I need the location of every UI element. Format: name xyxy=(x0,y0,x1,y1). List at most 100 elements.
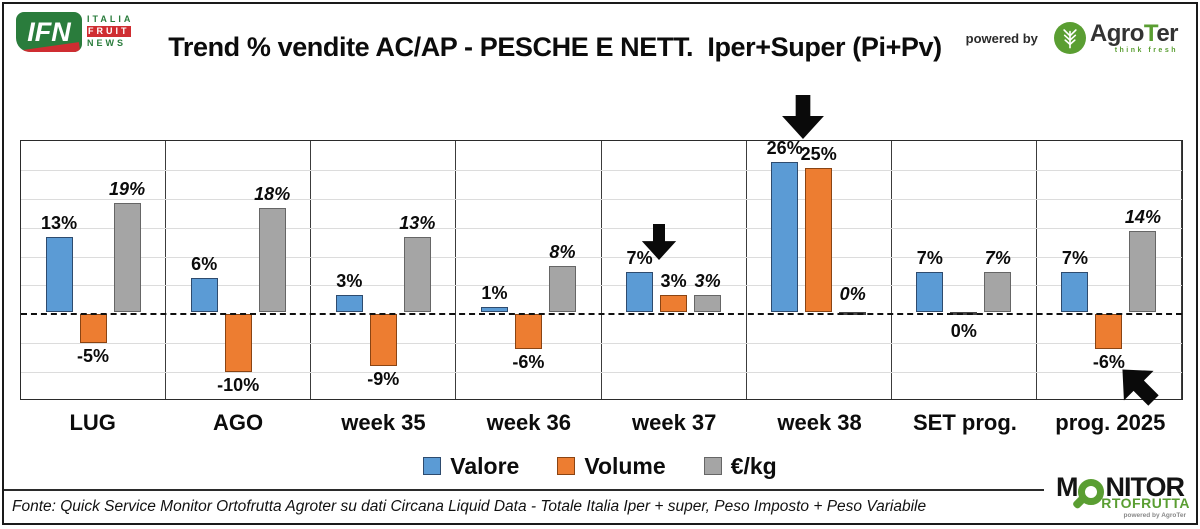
agroter-tree-icon xyxy=(1053,22,1086,54)
gridline xyxy=(21,198,1182,200)
bar-value-label: 3% xyxy=(660,271,687,291)
magnifier-icon xyxy=(1078,479,1105,505)
bar-value-label: -6% xyxy=(512,352,545,372)
category-label: SET prog. xyxy=(912,410,1017,435)
bar-value-label: 25% xyxy=(800,143,837,164)
agroter-tagline: think fresh xyxy=(1114,47,1178,54)
bar-value-label: -10% xyxy=(217,375,260,396)
legend-swatch-valore xyxy=(423,457,442,475)
legend-swatch-kg xyxy=(703,457,722,475)
arrow-up-left-icon xyxy=(1106,353,1170,417)
monitor-wordmark-line1: M NITOR xyxy=(1056,474,1185,505)
legend-swatch-volume xyxy=(557,457,576,475)
bar-value-label: 13% xyxy=(399,213,436,234)
legend-item-valore: Valore xyxy=(423,453,519,480)
arrow-down-icon xyxy=(641,224,677,260)
zero-line xyxy=(21,313,1182,316)
bar-volume xyxy=(224,314,252,373)
bar-value-label: 6% xyxy=(191,253,218,274)
chart: 13% -5% 19% 6% -10% 18% 3% -9% 13% 1% -6% 8% 7% 3% 3% 2… xyxy=(20,95,1183,406)
bar-value-label: 7% xyxy=(916,247,943,268)
bar-valore xyxy=(190,277,218,313)
bar-value-label: 7% xyxy=(626,247,653,268)
bar-value-label: 3% xyxy=(694,271,721,291)
agroter-logo: powered by AgroTer think fresh xyxy=(966,22,1178,54)
bar-value-label: -5% xyxy=(77,346,110,367)
bar-kg xyxy=(258,208,286,313)
panel-6: 26% 25% 0% xyxy=(747,95,892,399)
category-label: LUG xyxy=(69,410,116,435)
arrow-down-icon xyxy=(780,95,826,139)
bar-valore xyxy=(480,306,508,313)
bar-value-label: 19% xyxy=(109,178,146,199)
bar-value-label: 0% xyxy=(839,284,866,305)
agroter-wordmark: AgroTer think fresh xyxy=(1090,22,1179,55)
bar-kg xyxy=(984,271,1012,313)
bar-value-label: 1% xyxy=(481,282,508,303)
gridline xyxy=(21,343,1182,345)
bar-valore xyxy=(771,162,799,313)
bar-value-label: 7% xyxy=(1061,247,1088,268)
monitor-ortofrutta-logo: M NITOR RTOFRUTTA powered by AgroTer xyxy=(1044,441,1196,523)
panel-3: 3% -9% 13% xyxy=(311,141,457,399)
legend-item-kg: €/kg xyxy=(703,452,777,480)
gridline xyxy=(21,372,1182,374)
ifn-acronym: IFN xyxy=(27,16,71,47)
panel-1: 13% -5% 19% xyxy=(21,141,167,399)
bar-kg xyxy=(694,295,722,313)
bar-kg xyxy=(113,202,141,313)
gridline xyxy=(21,256,1182,258)
bar-valore xyxy=(626,271,654,313)
bar-value-label: 0% xyxy=(950,321,977,342)
bar-value-label: 7% xyxy=(984,247,1011,268)
panel-7: 7% 0% 7% xyxy=(892,141,1037,399)
panel-2: 6% -10% 18% xyxy=(166,141,312,399)
bar-value-label: 13% xyxy=(41,213,78,234)
legend-label: €/kg xyxy=(730,452,777,479)
bar-value-label: 3% xyxy=(336,271,363,291)
bar-value-label: -6% xyxy=(1092,352,1125,372)
bar-volume xyxy=(805,167,833,313)
bar-value-label: 18% xyxy=(254,184,291,205)
ifn-words: ITALIA FRUIT NEWS xyxy=(87,12,133,49)
bar-volume xyxy=(369,314,397,367)
page-title: Trend % vendite AC/AP - PESCHE E NETT. I… xyxy=(168,32,942,62)
footer: Fonte: Quick Service Monitor Ortofrutta … xyxy=(4,489,1196,523)
bar-value-label: 8% xyxy=(549,242,576,263)
plot-area: 13% -5% 19% 6% -10% 18% 3% -9% 13% 1% -6% 8% 7% 3% 3% 2… xyxy=(20,95,1183,406)
bar-valore xyxy=(335,295,363,313)
category-axis: LUG AGO week 35 week 36 week 37 week 38 SET pr… xyxy=(20,400,1183,446)
monitor-wordmark-line2: RTOFRUTTA xyxy=(1101,495,1190,511)
bar-valore xyxy=(1061,271,1089,313)
ifn-word-news: NEWS xyxy=(87,38,126,48)
panel-5: 7% 3% 3% xyxy=(602,141,747,399)
category-label: AGO xyxy=(213,410,264,435)
category-label: week 37 xyxy=(631,410,717,435)
bar-value-label: -9% xyxy=(367,369,400,390)
footer-source: Fonte: Quick Service Monitor Ortofrutta … xyxy=(12,498,927,515)
ifn-logo: IFN ITALIA FRUIT NEWS xyxy=(16,12,133,52)
bar-valore xyxy=(916,271,944,313)
category-label: prog. 2025 xyxy=(1055,410,1166,435)
legend-label: Valore xyxy=(450,452,520,479)
gridline xyxy=(21,285,1182,287)
bar-value-label: 14% xyxy=(1124,207,1161,228)
bar-kg xyxy=(548,266,576,313)
legend-label: Volume xyxy=(584,452,666,479)
panel-4: 1% -6% 8% xyxy=(456,141,602,399)
legend-item-volume: Volume xyxy=(557,452,666,480)
bar-volume xyxy=(660,295,688,313)
bar-valore xyxy=(45,237,73,313)
ifn-word-fruit: FRUIT xyxy=(87,26,131,37)
bar-volume xyxy=(79,314,107,344)
bar-value-label: 26% xyxy=(766,138,803,159)
category-label: week 35 xyxy=(341,410,426,435)
gridline xyxy=(21,169,1182,171)
monitor-tagline: powered by AgroTer xyxy=(1123,512,1186,519)
bar-kg xyxy=(1129,231,1157,313)
bar-kg xyxy=(403,237,431,313)
header: IFN ITALIA FRUIT NEWS Trend % vendite AC… xyxy=(4,4,1196,140)
powered-by-label: powered by xyxy=(965,30,1038,46)
ifn-word-italia: ITALIA xyxy=(87,14,134,24)
bar-volume xyxy=(514,314,542,349)
